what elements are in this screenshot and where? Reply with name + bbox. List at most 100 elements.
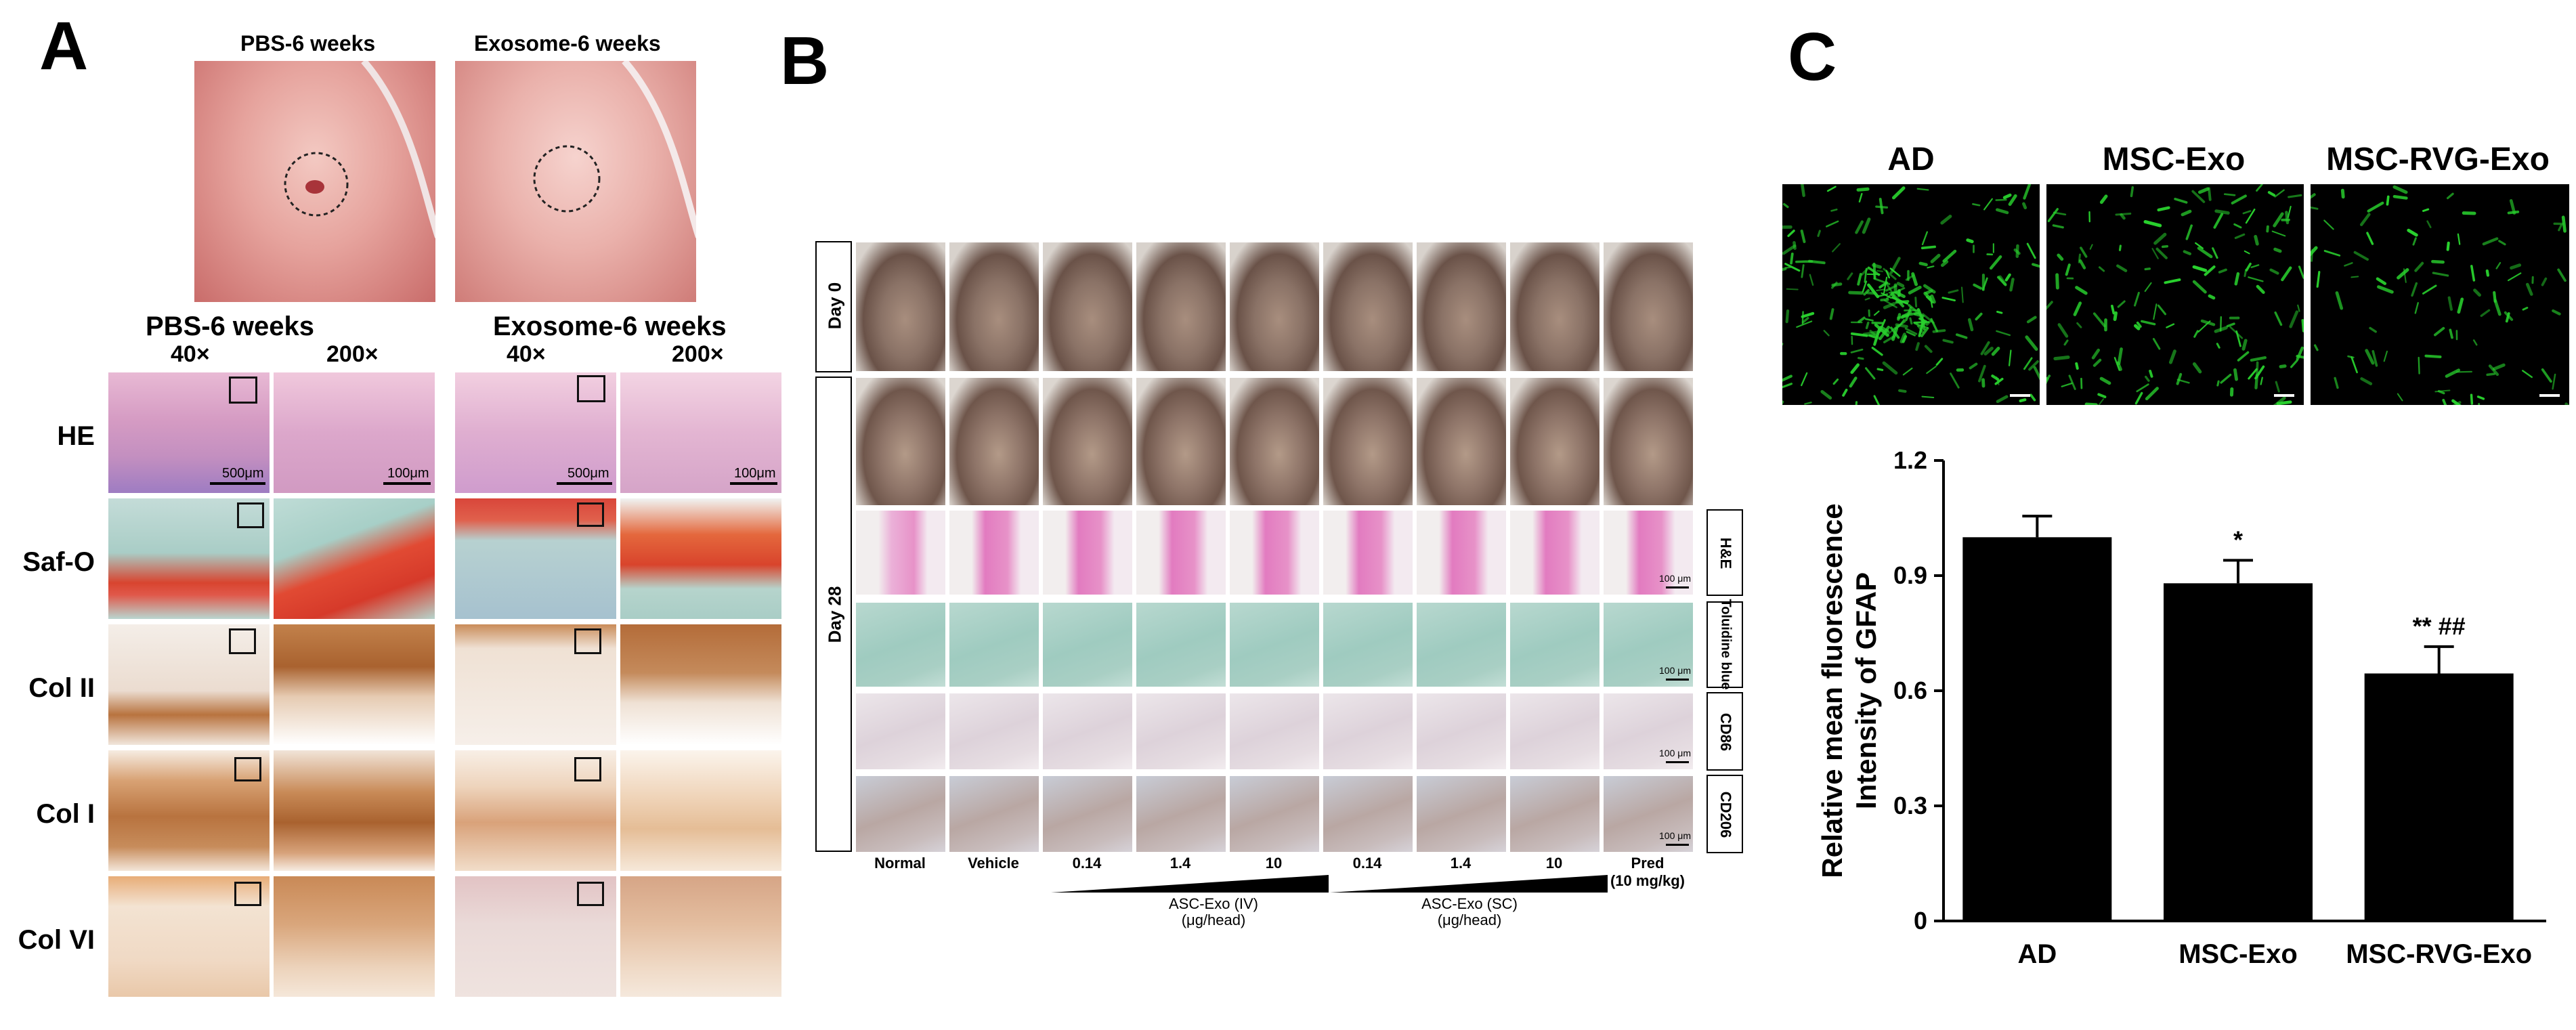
astrocyte-mark bbox=[2495, 261, 2502, 270]
astrocyte-mark bbox=[1926, 366, 1937, 374]
astrocyte-mark bbox=[2256, 284, 2265, 294]
col6-pbs-40x bbox=[107, 875, 271, 998]
astrocyte-mark bbox=[2281, 266, 2292, 282]
cd206-side-box: CD206 bbox=[1706, 775, 1743, 853]
astrocyte-mark bbox=[1862, 330, 1879, 337]
astrocyte-mark bbox=[2273, 247, 2282, 253]
astrocyte-mark bbox=[2407, 228, 2418, 237]
group-title-exosome: Exosome-6 weeks bbox=[493, 312, 727, 341]
astrocyte-mark bbox=[1861, 267, 1869, 276]
astrocyte-mark bbox=[1940, 215, 1952, 225]
iv-dose-wedge bbox=[1051, 875, 1329, 893]
col-label-iv-14: 1.4 bbox=[1169, 855, 1191, 872]
b-cd206-pred: 100 μm bbox=[1602, 775, 1694, 853]
astrocyte-mark bbox=[2386, 195, 2390, 206]
b-cd86-iv-014 bbox=[1042, 692, 1134, 771]
astrocyte-mark bbox=[2267, 191, 2276, 197]
astrocyte-mark bbox=[2271, 230, 2286, 237]
astrocyte-mark bbox=[2273, 212, 2284, 228]
col-label-normal: Normal bbox=[874, 855, 926, 872]
astrocyte-mark bbox=[2212, 247, 2218, 259]
astrocyte-mark bbox=[2488, 364, 2499, 377]
astrocyte-mark bbox=[2155, 247, 2168, 259]
astrocyte-mark bbox=[1902, 335, 1908, 343]
col-label-iv-014: 0.14 bbox=[1072, 855, 1102, 872]
astrocyte-mark bbox=[2367, 201, 2384, 213]
photo-title-pbs: PBS-6 weeks bbox=[240, 31, 376, 56]
astrocyte-mark bbox=[2256, 184, 2263, 192]
group-title-pbs: PBS-6 weeks bbox=[146, 312, 315, 341]
astrocyte-mark bbox=[2457, 297, 2464, 314]
b-scale-bar bbox=[1666, 844, 1689, 846]
astrocyte-mark bbox=[2287, 205, 2292, 219]
astrocyte-mark bbox=[2365, 349, 2375, 365]
astrocyte-mark bbox=[1872, 269, 1876, 280]
astrocyte-mark bbox=[2026, 242, 2036, 259]
b-scale-bar bbox=[1666, 679, 1689, 681]
astrocyte-mark bbox=[1948, 289, 1959, 294]
astrocyte-mark bbox=[2153, 303, 2158, 320]
astrocyte-mark bbox=[2233, 368, 2238, 381]
astrocyte-mark bbox=[1862, 280, 1868, 293]
astrocyte-mark bbox=[2434, 389, 2451, 393]
astrocyte-mark bbox=[1978, 364, 1986, 383]
b-cd86-sc-10 bbox=[1509, 692, 1601, 771]
astrocyte-mark bbox=[2046, 377, 2049, 385]
astrocyte-mark bbox=[2296, 354, 2304, 359]
astrocyte-mark bbox=[2274, 189, 2285, 198]
astrocyte-mark bbox=[2046, 301, 2053, 310]
astrocyte-mark bbox=[1829, 308, 1834, 320]
astrocyte-mark bbox=[2414, 261, 2424, 272]
b-he-iv-14 bbox=[1135, 509, 1227, 596]
astrocyte-mark bbox=[2274, 311, 2283, 326]
astrocyte-mark bbox=[2279, 364, 2287, 368]
astrocyte-mark bbox=[1808, 259, 1826, 265]
b-mouse0-pred bbox=[1602, 241, 1694, 372]
astrocyte-mark bbox=[2522, 370, 2533, 379]
astrocyte-mark bbox=[1924, 345, 1933, 353]
stain-label-col6: Col VI bbox=[18, 925, 95, 955]
astrocyte-mark bbox=[2311, 246, 2318, 257]
astrocyte-mark bbox=[1897, 319, 1905, 328]
panel-c-letter: C bbox=[1788, 19, 1837, 95]
astrocyte-mark bbox=[2411, 282, 2418, 297]
he-side-label: H&E bbox=[1717, 537, 1734, 570]
b-tol-sc-014 bbox=[1322, 601, 1414, 688]
day28-label-box: Day 28 bbox=[815, 377, 852, 852]
astrocyte-mark bbox=[2161, 244, 2169, 249]
astrocyte-mark bbox=[1873, 395, 1881, 405]
b-mouse28-iv-014 bbox=[1042, 377, 1134, 507]
astrocyte-mark bbox=[2185, 224, 2193, 240]
b-mouse28-iv-10 bbox=[1228, 377, 1321, 507]
astrocyte-mark bbox=[2541, 368, 2552, 383]
astrocyte-mark bbox=[2422, 284, 2437, 295]
col1-pbs-40x bbox=[107, 749, 271, 872]
astrocyte-mark bbox=[2176, 372, 2183, 385]
b-mouse0-sc-14 bbox=[1415, 241, 1507, 372]
astrocyte-mark bbox=[2053, 211, 2067, 216]
astrocyte-mark bbox=[2290, 359, 2298, 368]
astrocyte-mark bbox=[2397, 268, 2409, 280]
astrocyte-mark bbox=[2504, 311, 2514, 321]
astrocyte-mark bbox=[2498, 240, 2506, 246]
astrocyte-mark bbox=[1787, 230, 1795, 237]
astrocyte-mark bbox=[2522, 306, 2529, 311]
b-he-normal bbox=[855, 509, 947, 596]
astrocyte-mark bbox=[2234, 233, 2246, 239]
astrocyte-mark bbox=[2134, 324, 2141, 330]
b-cd86-vehicle bbox=[948, 692, 1040, 771]
astrocyte-mark bbox=[2080, 246, 2088, 258]
he-pbs-40x: 500μm bbox=[107, 371, 271, 494]
astrocyte-mark bbox=[1891, 186, 1906, 200]
astrocyte-mark bbox=[2525, 282, 2533, 296]
astrocyte-mark bbox=[1858, 192, 1863, 203]
astrocyte-mark bbox=[1820, 390, 1832, 400]
b-cd86-pred: 100 μm bbox=[1602, 692, 1694, 771]
astrocyte-mark bbox=[1864, 367, 1876, 380]
b-he-pred: 100 μm bbox=[1602, 509, 1694, 596]
astrocyte-mark bbox=[1918, 319, 1925, 337]
b-cd206-normal bbox=[855, 775, 947, 853]
astrocyte-mark bbox=[1830, 209, 1838, 212]
mag-label-pbs-200: 200× bbox=[326, 341, 379, 367]
astrocyte-mark bbox=[1980, 341, 1990, 356]
